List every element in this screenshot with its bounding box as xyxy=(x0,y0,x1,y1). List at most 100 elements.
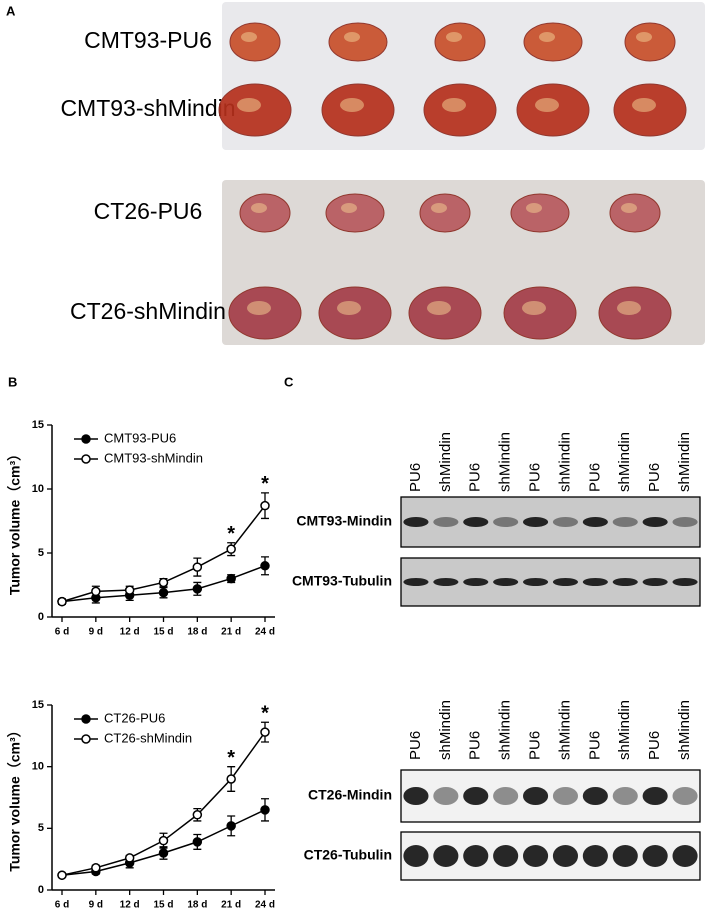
tumor-highlight xyxy=(427,301,451,315)
point xyxy=(158,835,169,846)
tumor xyxy=(239,193,291,233)
lane-label: shMindin xyxy=(497,432,514,492)
legend-label: CT26-shMindin xyxy=(104,730,192,745)
x-tick-label: 12 d xyxy=(120,627,140,638)
band xyxy=(433,517,459,527)
row-label: CT26-shMindin xyxy=(70,298,226,324)
lane-label: PU6 xyxy=(646,463,663,492)
band xyxy=(642,787,668,805)
x-tick-label: 6 d xyxy=(55,900,69,910)
tumor xyxy=(624,22,676,62)
tumor xyxy=(510,193,570,233)
lane-label: shMindin xyxy=(497,700,514,760)
tumor-highlight xyxy=(539,32,555,42)
tumor-highlight xyxy=(251,203,267,213)
lane-label: shMindin xyxy=(556,432,573,492)
band xyxy=(433,787,459,805)
tumor-highlight xyxy=(535,98,559,112)
x-tick-label: 21 d xyxy=(221,627,241,638)
lane-label: PU6 xyxy=(527,731,544,760)
legend-marker xyxy=(81,434,91,444)
significance: * xyxy=(227,523,235,545)
point xyxy=(158,587,169,598)
x-tick-label: 18 d xyxy=(187,900,207,910)
band xyxy=(612,787,638,805)
legend-marker xyxy=(81,454,91,464)
point xyxy=(192,584,203,594)
row-label: CMT93-PU6 xyxy=(84,27,212,53)
x-tick-label: 12 d xyxy=(120,900,140,910)
tumor-highlight xyxy=(247,301,271,315)
point xyxy=(124,585,135,595)
point xyxy=(260,500,270,511)
tumor-highlight xyxy=(337,301,361,315)
tumor-highlight xyxy=(636,32,652,42)
panel-label: A xyxy=(6,3,16,18)
band xyxy=(433,845,459,867)
band xyxy=(672,787,698,805)
point xyxy=(192,562,203,572)
band xyxy=(582,787,608,805)
band xyxy=(522,845,549,867)
row-label: CMT93-Mindin xyxy=(296,513,392,529)
band xyxy=(493,517,519,527)
legend-label: CMT93-shMindin xyxy=(104,450,203,465)
band xyxy=(463,845,489,867)
lane-label: shMindin xyxy=(616,432,633,492)
lane-label: PU6 xyxy=(586,463,603,492)
significance: * xyxy=(261,473,269,495)
y-tick-label: 0 xyxy=(38,611,44,623)
tumor xyxy=(434,22,486,62)
tumor xyxy=(523,22,583,62)
x-tick-label: 9 d xyxy=(89,627,103,638)
point xyxy=(158,848,169,858)
band xyxy=(582,578,608,586)
tumor-highlight xyxy=(442,98,466,112)
band xyxy=(522,578,549,586)
point xyxy=(260,727,270,737)
point xyxy=(226,544,236,554)
band xyxy=(493,578,519,586)
lane-label: shMindin xyxy=(437,700,454,760)
band xyxy=(433,578,459,586)
y-tick-label: 5 xyxy=(38,822,44,834)
point xyxy=(226,821,236,831)
band xyxy=(582,845,608,867)
tumor xyxy=(328,22,388,62)
tumor-highlight xyxy=(526,203,542,213)
point xyxy=(226,573,236,584)
band xyxy=(672,578,698,586)
x-tick-label: 21 d xyxy=(221,900,241,910)
point xyxy=(260,561,270,571)
tumor xyxy=(419,193,471,233)
panel-label: B xyxy=(8,374,17,389)
row-label: CT26-Tubulin xyxy=(304,847,392,863)
band xyxy=(403,787,429,805)
band xyxy=(403,578,429,586)
x-tick-label: 24 d xyxy=(255,900,275,910)
y-tick-label: 5 xyxy=(38,547,44,559)
lane-label: PU6 xyxy=(467,731,484,760)
lane-label: PU6 xyxy=(467,463,484,492)
tumor-highlight xyxy=(341,203,357,213)
band xyxy=(672,517,698,527)
legend-marker xyxy=(81,734,91,744)
tumor-highlight xyxy=(431,203,447,213)
tumor xyxy=(229,22,281,62)
y-tick-label: 0 xyxy=(38,884,44,896)
tumor xyxy=(609,193,661,233)
lane-label: shMindin xyxy=(556,700,573,760)
x-tick-label: 15 d xyxy=(153,627,173,638)
point xyxy=(91,586,101,597)
tumor-highlight xyxy=(237,98,261,112)
lane-label: shMindin xyxy=(437,432,454,492)
band xyxy=(642,845,668,867)
y-axis-label: Tumor volume（cm³） xyxy=(7,723,23,871)
band xyxy=(403,845,429,867)
tumor-highlight xyxy=(344,32,360,42)
lane-label: PU6 xyxy=(586,731,603,760)
lane-label: PU6 xyxy=(407,731,424,760)
band xyxy=(642,517,668,527)
